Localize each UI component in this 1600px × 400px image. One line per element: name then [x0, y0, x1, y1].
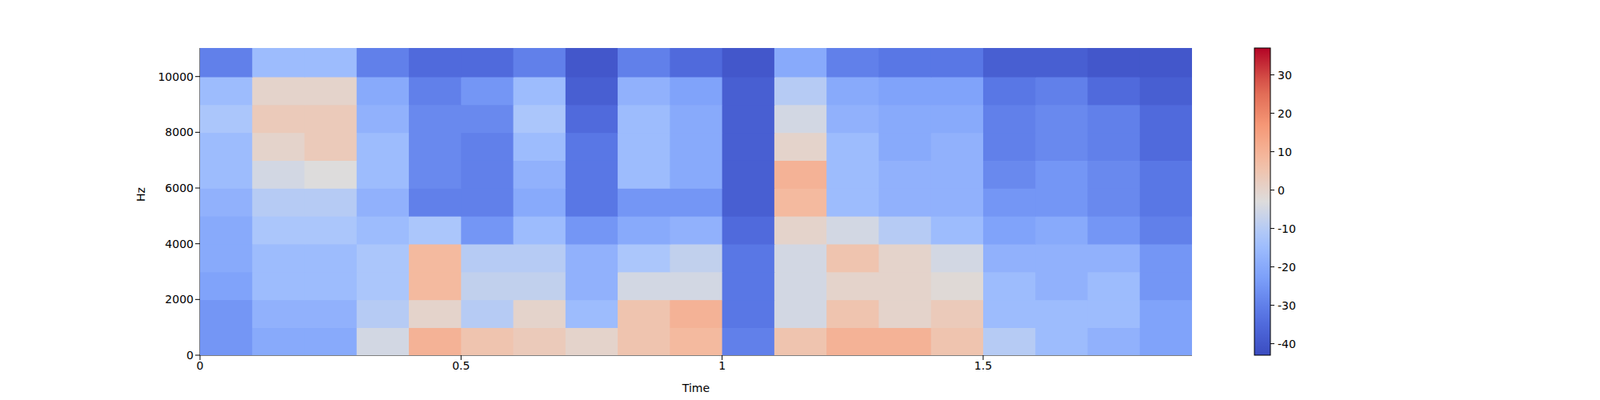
svg-text:8000: 8000 — [164, 125, 194, 139]
svg-text:Time: Time — [681, 381, 710, 395]
svg-text:1: 1 — [718, 359, 726, 372]
svg-text:-10: -10 — [1277, 222, 1296, 236]
svg-text:-30: -30 — [1277, 299, 1296, 312]
svg-text:6000: 6000 — [164, 181, 194, 195]
svg-text:-20: -20 — [1277, 260, 1296, 274]
svg-text:4000: 4000 — [164, 237, 194, 251]
svg-text:0: 0 — [196, 359, 204, 372]
svg-text:-40: -40 — [1277, 337, 1296, 351]
svg-text:20: 20 — [1277, 107, 1292, 120]
svg-text:0: 0 — [1277, 184, 1285, 197]
svg-text:Hz: Hz — [134, 187, 148, 202]
svg-text:10: 10 — [1277, 145, 1292, 159]
svg-text:0: 0 — [186, 348, 194, 362]
svg-text:1.5: 1.5 — [974, 359, 992, 372]
svg-text:2000: 2000 — [164, 292, 194, 306]
svg-text:30: 30 — [1277, 68, 1292, 82]
svg-text:0.5: 0.5 — [452, 359, 470, 372]
svg-text:10000: 10000 — [157, 70, 194, 84]
